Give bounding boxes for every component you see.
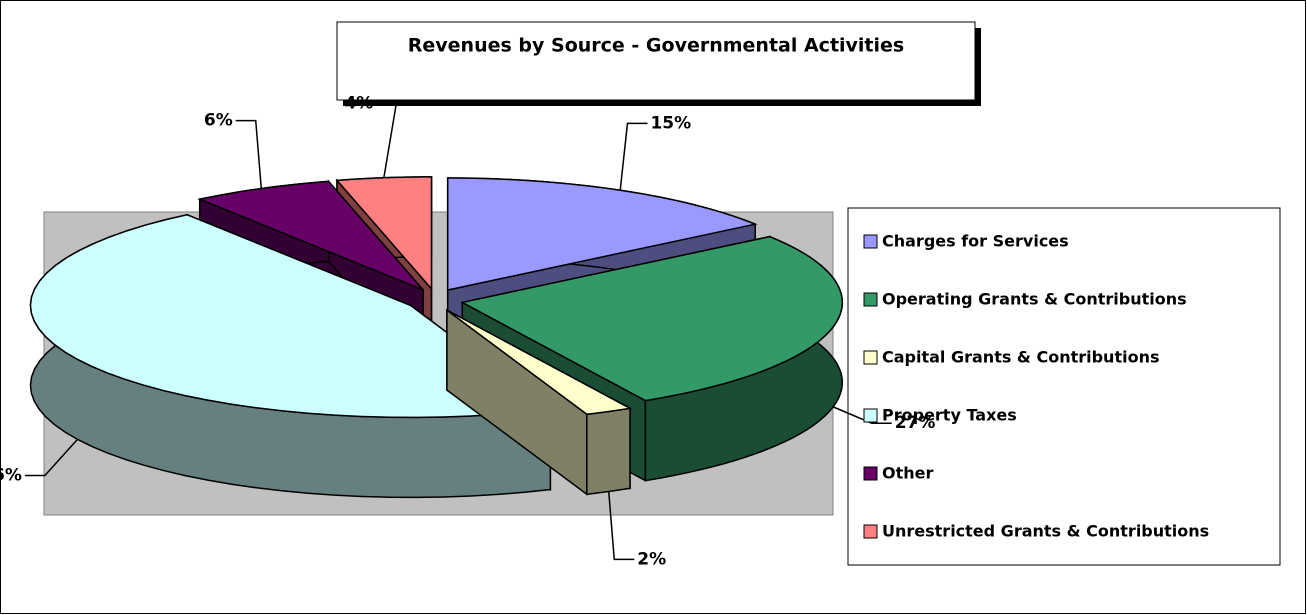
chart-title: Revenues by Source - Governmental Activi… [408,35,904,57]
legend-label: Capital Grants & Contributions [882,348,1159,367]
slice [29,213,553,499]
data-label: 27% [895,413,936,433]
leader-line [832,406,892,424]
leader-line [607,491,635,561]
legend-label: Charges for Services [882,232,1069,251]
legend: Charges for Services Operating Grants & C… [863,232,1209,541]
legend-swatch [863,292,878,307]
legend-label: Other [882,464,933,483]
slice [446,308,633,496]
title-box [336,21,976,101]
pie: 4% 6% 15% 27% 46% 2% [0,93,935,569]
legend-label: Unrestricted Grants & Contributions [882,522,1209,541]
legend-swatch [863,408,878,423]
slice-wall [586,407,631,496]
leader-line [235,119,263,189]
legend-box [847,207,1281,566]
data-label: 15% [650,113,691,133]
legend-label: Operating Grants & Contributions [882,290,1187,309]
slice-top [446,309,633,416]
data-label: 46% [0,465,22,485]
data-label: 6% [204,111,233,131]
legend-swatch [863,350,878,365]
legend-swatch [863,524,878,539]
legend-swatch [863,466,878,481]
leader-line [24,438,79,477]
leader-line [619,122,648,191]
slice-top [460,235,844,402]
data-label: 2% [637,549,666,569]
legend-label: Property Taxes [882,406,1017,425]
slice-top [29,214,553,419]
legend-swatch [863,234,878,249]
leader-line [376,102,398,178]
data-label: 4% [344,93,373,113]
